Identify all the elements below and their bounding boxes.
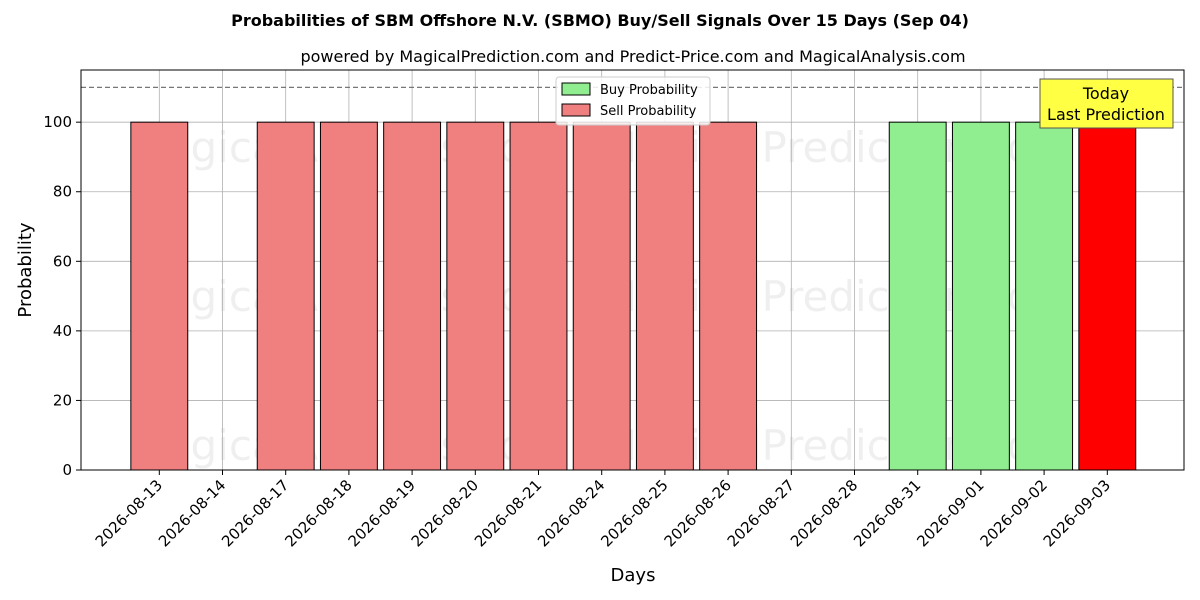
sell-bar-2026-09-03 [1078,121,1137,471]
sell-bar-2026-08-25 [635,121,694,471]
buy-bar-2026-08-31 [888,121,947,471]
plot-frame [80,69,1185,471]
buy-bar-2026-09-02 [1015,121,1074,471]
sell-bar-2026-08-24 [572,121,631,471]
legend-swatch [561,103,591,117]
legend: Buy Probability Sell Probability [555,76,711,126]
sell-bar-2026-08-20 [446,121,505,471]
sell-bar-2026-08-26 [699,121,758,471]
y-axis-label: Probability [15,222,36,317]
bars [130,121,1137,471]
x-axis-label: Days [611,565,656,586]
sell-bar-2026-08-13 [130,121,189,471]
sell-bar-2026-08-21 [509,121,568,471]
sell-bar-2026-08-18 [319,121,378,471]
y-tick-label: 40 [53,322,72,340]
legend-box [555,76,711,126]
sell-bar-2026-08-17 [256,121,315,471]
sell-bar-2026-08-19 [383,121,442,471]
legend-swatch [561,82,591,96]
y-tick-label: 20 [53,391,72,409]
annotation-text: Last Prediction [1047,105,1165,124]
legend-label: Buy Probability [600,83,698,98]
legend-label: Sell Probability [600,104,697,119]
chart-subtitle: powered by MagicalPrediction.com and Pre… [300,47,965,66]
chart-title: Probabilities of SBM Offshore N.V. (SBMO… [231,11,969,30]
y-axis-ticks: 0 20 40 60 80 100 [43,113,81,479]
y-tick-label: 100 [43,113,72,131]
y-tick-label: 60 [53,252,72,270]
annotation: Today Last Prediction [1039,78,1174,129]
buy-bar-2026-09-01 [951,121,1010,471]
annotation-text: Today [1082,84,1129,103]
y-tick-label: 80 [53,183,72,201]
y-tick-label: 0 [62,461,72,479]
annotation-box [1039,78,1174,129]
